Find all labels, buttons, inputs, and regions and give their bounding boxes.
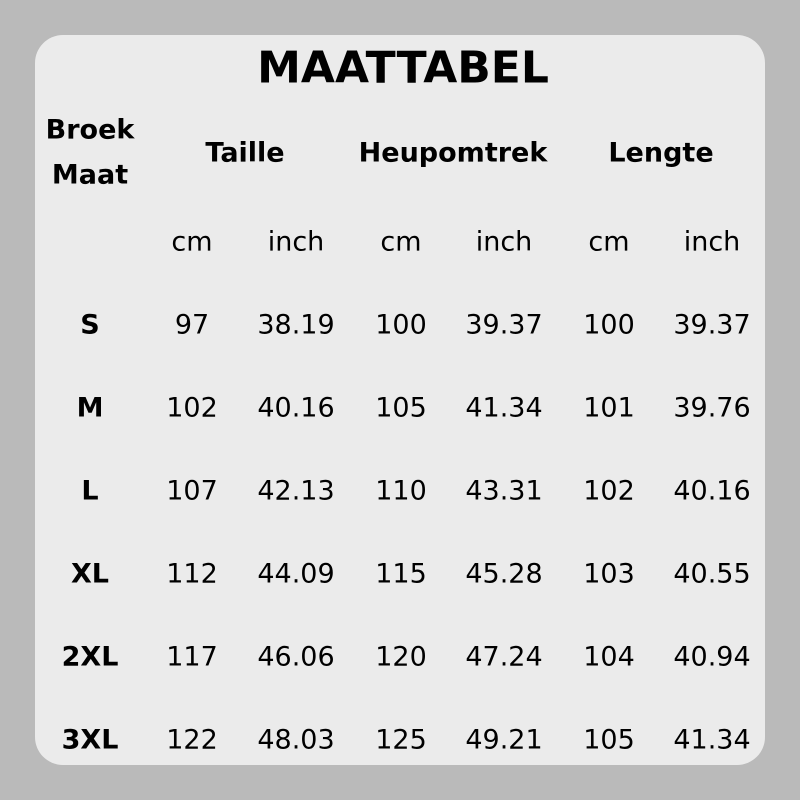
table-cell: 41.34 xyxy=(673,724,751,756)
table-cell: 44.09 xyxy=(257,558,335,590)
table-cell: 117 xyxy=(166,641,218,673)
unit-label: inch xyxy=(267,226,325,258)
table-cell: 41.34 xyxy=(465,392,543,424)
table-cell: 122 xyxy=(166,724,218,756)
table-cell: 46.06 xyxy=(257,641,335,673)
table-cell: 40.16 xyxy=(673,475,751,507)
header-waist: Taille xyxy=(205,137,285,169)
table-cell: 102 xyxy=(583,475,635,507)
header-length: Lengte xyxy=(608,137,714,169)
table-cell: 39.76 xyxy=(673,392,751,424)
table-cell: 40.16 xyxy=(257,392,335,424)
table-cell: 107 xyxy=(166,475,218,507)
table-cell: 115 xyxy=(375,558,427,590)
table-cell: 39.37 xyxy=(673,309,751,341)
table-cell: 48.03 xyxy=(257,724,335,756)
table-cell: 102 xyxy=(166,392,218,424)
table-cell: 40.55 xyxy=(673,558,751,590)
unit-label: inch xyxy=(683,226,741,258)
size-label: L xyxy=(81,475,99,507)
table-cell: 125 xyxy=(375,724,427,756)
unit-label: inch xyxy=(475,226,533,258)
unit-label: cm xyxy=(380,226,422,258)
table-cell: 100 xyxy=(583,309,635,341)
table-cell: 112 xyxy=(166,558,218,590)
unit-label: cm xyxy=(588,226,630,258)
table-cell: 39.37 xyxy=(465,309,543,341)
unit-label: cm xyxy=(171,226,213,258)
table-cell: 101 xyxy=(583,392,635,424)
table-cell: 104 xyxy=(583,641,635,673)
size-chart-card xyxy=(35,35,765,765)
table-cell: 43.31 xyxy=(465,475,543,507)
page-title: MAATTABEL xyxy=(257,42,549,94)
size-label: 2XL xyxy=(61,641,119,673)
size-label: S xyxy=(80,309,100,341)
table-cell: 42.13 xyxy=(257,475,335,507)
table-cell: 38.19 xyxy=(257,309,335,341)
size-label: XL xyxy=(70,558,110,590)
table-cell: 47.24 xyxy=(465,641,543,673)
header-size-line1: Broek xyxy=(45,114,135,146)
table-cell: 97 xyxy=(174,309,210,341)
table-cell: 103 xyxy=(583,558,635,590)
size-label: M xyxy=(76,392,104,424)
table-cell: 45.28 xyxy=(465,558,543,590)
table-cell: 105 xyxy=(583,724,635,756)
table-cell: 110 xyxy=(375,475,427,507)
header-size-line2: Maat xyxy=(51,159,129,191)
table-cell: 105 xyxy=(375,392,427,424)
table-cell: 120 xyxy=(375,641,427,673)
header-hip: Heupomtrek xyxy=(358,137,548,169)
table-cell: 49.21 xyxy=(465,724,543,756)
size-label: 3XL xyxy=(61,724,119,756)
table-cell: 40.94 xyxy=(673,641,751,673)
table-cell: 100 xyxy=(375,309,427,341)
